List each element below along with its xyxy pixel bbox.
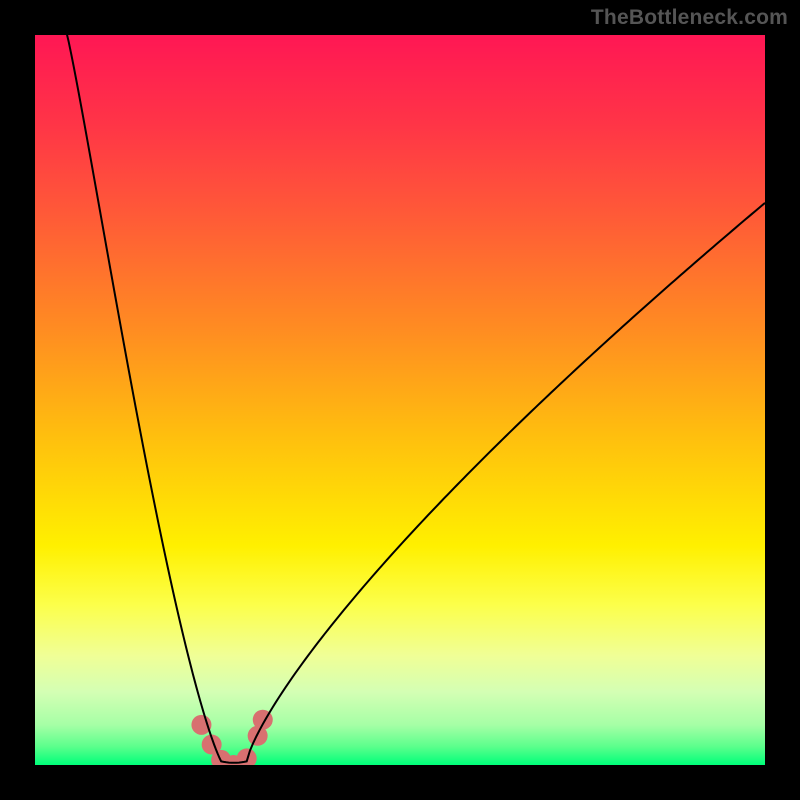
- bottleneck-curve: [66, 35, 765, 763]
- watermark-text: TheBottleneck.com: [591, 6, 788, 30]
- curve-overlay: [35, 35, 765, 765]
- plot-area: [35, 35, 765, 765]
